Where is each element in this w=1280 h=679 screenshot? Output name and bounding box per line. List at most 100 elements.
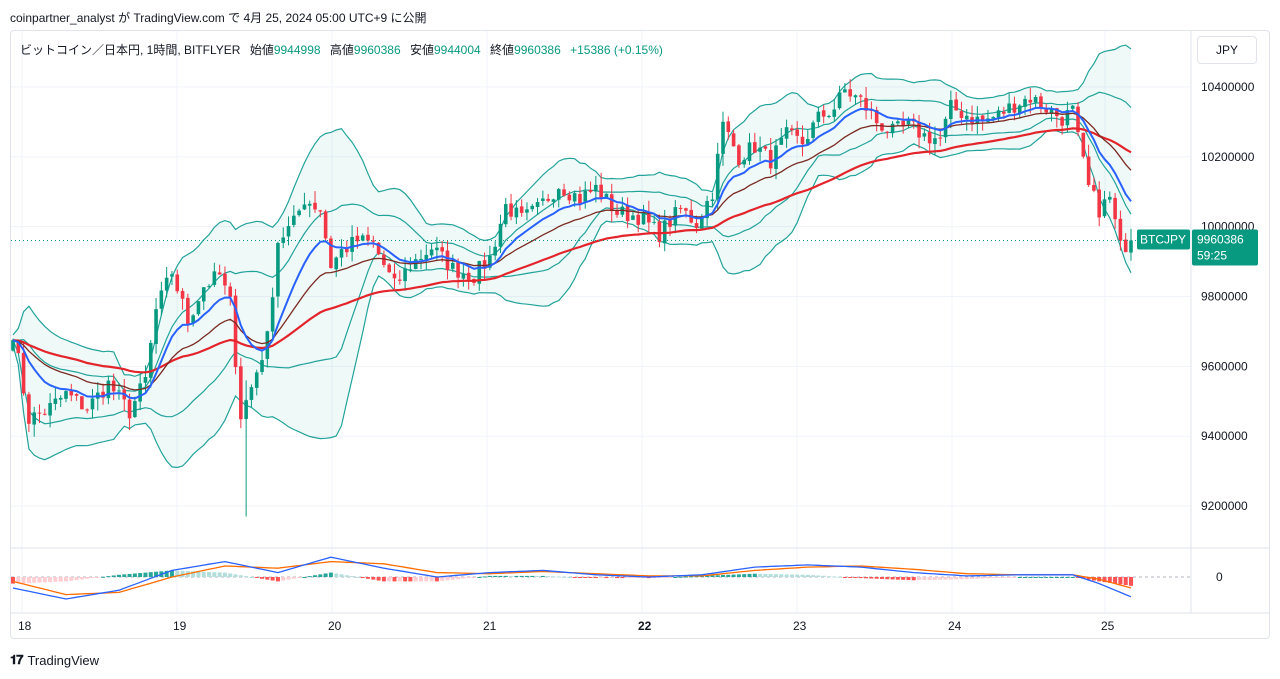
macd-histogram-bar: [212, 572, 217, 577]
candle-body: [1129, 240, 1133, 253]
macd-histogram-bar: [922, 577, 927, 581]
ema-long-line: [12, 127, 1132, 374]
chart-legend: ビットコイン／日本円, 1時間, BITFLYER 始値9944998 高値99…: [20, 41, 663, 58]
candle-body: [350, 236, 354, 252]
macd-histogram-bar: [323, 573, 328, 577]
candle-body: [419, 258, 423, 261]
candle-body: [996, 110, 1001, 118]
macd-histogram-bar: [318, 574, 323, 577]
candle-body: [530, 205, 535, 210]
macd-histogram-bar: [1113, 577, 1118, 584]
candle-body: [159, 290, 164, 309]
candle-body: [625, 205, 630, 222]
y-tick-label: 9400000: [1201, 429, 1248, 443]
macd-histogram-bar: [1060, 577, 1065, 578]
macd-histogram-bar: [811, 575, 816, 577]
macd-histogram-bar: [482, 576, 487, 578]
macd-histogram-bar: [1049, 577, 1054, 578]
candle-body: [1049, 108, 1054, 114]
legend-change: +15386 (+0.15%): [570, 43, 663, 57]
candle-body: [832, 109, 837, 117]
macd-histogram-bar: [975, 577, 980, 579]
candle-body: [753, 142, 757, 153]
macd-histogram-bar: [1054, 577, 1059, 578]
candle-body: [710, 199, 715, 202]
candle-body: [901, 120, 905, 126]
macd-histogram-bar: [694, 576, 699, 578]
candle-body: [509, 203, 513, 217]
macd-histogram-bar: [95, 577, 100, 578]
candle-body: [1023, 98, 1027, 107]
candle-body: [461, 273, 466, 279]
macd-histogram-bar: [148, 572, 153, 577]
x-tick-label: 18: [18, 619, 32, 633]
macd-histogram-bar: [201, 571, 206, 577]
macd-histogram-bar: [784, 574, 789, 577]
candle-body: [525, 209, 529, 213]
candle-body: [424, 254, 429, 260]
legend-open-label: 始値: [249, 43, 274, 57]
candle-body: [1012, 103, 1017, 113]
macd-histogram-bar: [1070, 577, 1075, 578]
candle-body: [800, 136, 805, 145]
candle-body: [737, 145, 741, 165]
macd-line: [12, 556, 1132, 600]
macd-histogram-bar: [901, 577, 906, 580]
candle-body: [811, 122, 815, 138]
macd-histogram-bar: [493, 575, 498, 577]
candle-body: [827, 115, 831, 117]
candle-body: [477, 261, 482, 284]
y-tick-label: 10400000: [1201, 80, 1255, 94]
macd-histogram-bar: [895, 577, 900, 580]
macd-histogram-bar: [471, 577, 476, 578]
currency-button[interactable]: JPY: [1197, 36, 1257, 64]
macd-histogram-bar: [424, 577, 429, 582]
candle-body: [747, 142, 752, 162]
macd-histogram-bar: [657, 577, 662, 578]
candle-body: [11, 340, 15, 351]
candle-body: [657, 221, 662, 242]
macd-histogram-bar: [344, 575, 349, 577]
macd-histogram-bar: [991, 577, 996, 579]
candle-body: [641, 213, 646, 225]
candle-body: [313, 202, 317, 210]
macd-histogram-bar: [1129, 577, 1133, 586]
macd-histogram-bar: [932, 577, 937, 580]
macd-histogram-bar: [869, 577, 874, 579]
macd-histogram-bar: [959, 577, 964, 580]
macd-histogram-bar: [249, 577, 254, 578]
candle-body: [763, 146, 768, 149]
candle-body: [684, 208, 688, 211]
macd-histogram-bar: [927, 577, 932, 580]
candle-body: [42, 413, 47, 415]
candle-body: [816, 111, 821, 122]
candle-body: [1081, 132, 1086, 157]
candle-body: [927, 131, 932, 144]
macd-histogram-bar: [1017, 577, 1022, 578]
candle-body: [201, 287, 206, 302]
macd-histogram-bar: [477, 577, 482, 578]
macd-histogram-bar: [636, 577, 641, 579]
candle-body: [249, 387, 254, 400]
candle-body: [387, 264, 391, 273]
macd-histogram-bar: [514, 575, 519, 577]
macd-histogram-bar: [16, 577, 21, 584]
candle-body: [1086, 156, 1091, 186]
macd-histogram-bar: [74, 577, 79, 581]
macd-histogram-bar: [238, 575, 243, 577]
candle-body: [254, 372, 259, 388]
macd-histogram-bar: [911, 577, 916, 581]
bollinger-inner-line: [13, 91, 1132, 392]
candle-body: [652, 221, 656, 223]
macd-histogram-bar: [906, 577, 911, 581]
x-tick-label: 22: [638, 619, 652, 633]
candle-body: [694, 223, 699, 228]
macd-histogram-bar: [1033, 577, 1038, 578]
candle-body: [74, 394, 79, 396]
macd-histogram-bar: [313, 575, 318, 577]
candle-body: [355, 235, 360, 242]
macd-histogram-bar: [48, 577, 53, 583]
macd-histogram-bar: [726, 574, 731, 577]
chart-canvas[interactable]: 0 10400000102000001000000098000009600000…: [11, 31, 1269, 638]
candle-body: [1102, 199, 1107, 217]
